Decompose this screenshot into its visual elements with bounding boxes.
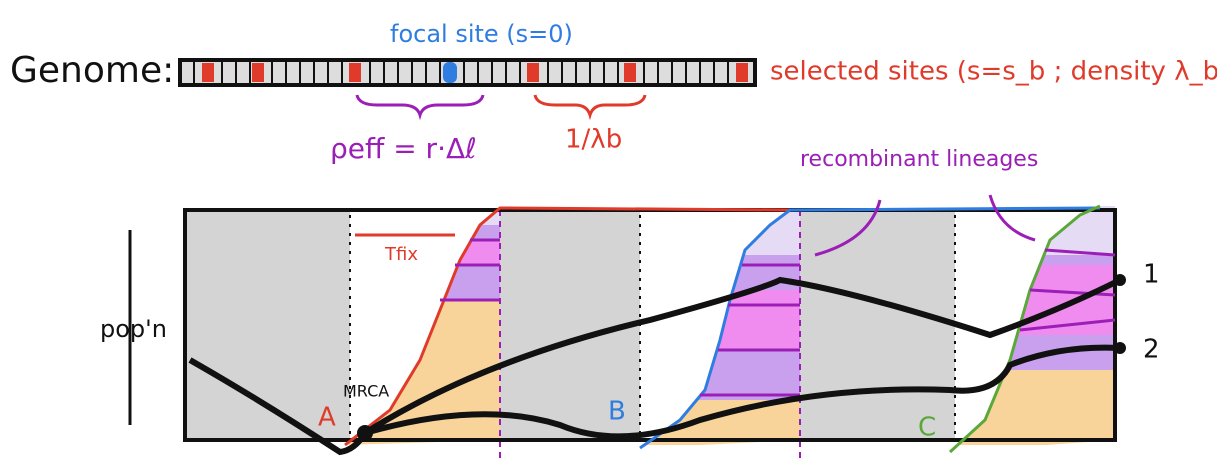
- genome-label: Genome:: [10, 50, 174, 91]
- rho-label: ρeff = r·Δℓ: [330, 132, 477, 165]
- annotation: recombinant lineages: [800, 147, 1038, 172]
- focal-label: focal site (s=0): [390, 20, 573, 48]
- y-label: pop'n: [100, 315, 167, 343]
- diagram: Genome: focal site (s=0) selected sites …: [0, 0, 1217, 466]
- panel: [130, 205, 1126, 460]
- lineage-label: 2: [1143, 335, 1160, 365]
- genome-bar: [180, 60, 755, 85]
- sweep-label: A: [318, 403, 336, 433]
- lineage-label: 1: [1143, 260, 1160, 290]
- tfix-label: Tfix: [384, 244, 418, 265]
- brace: [357, 95, 483, 115]
- brace: [535, 95, 645, 115]
- spacing-label: 1/λb: [565, 125, 622, 155]
- mrca-label: MRCA: [343, 382, 389, 401]
- sweep-label: C: [918, 413, 936, 443]
- selected-label: selected sites (s=s_b ; density λ_b): [770, 57, 1217, 87]
- sweep-label: B: [608, 397, 626, 427]
